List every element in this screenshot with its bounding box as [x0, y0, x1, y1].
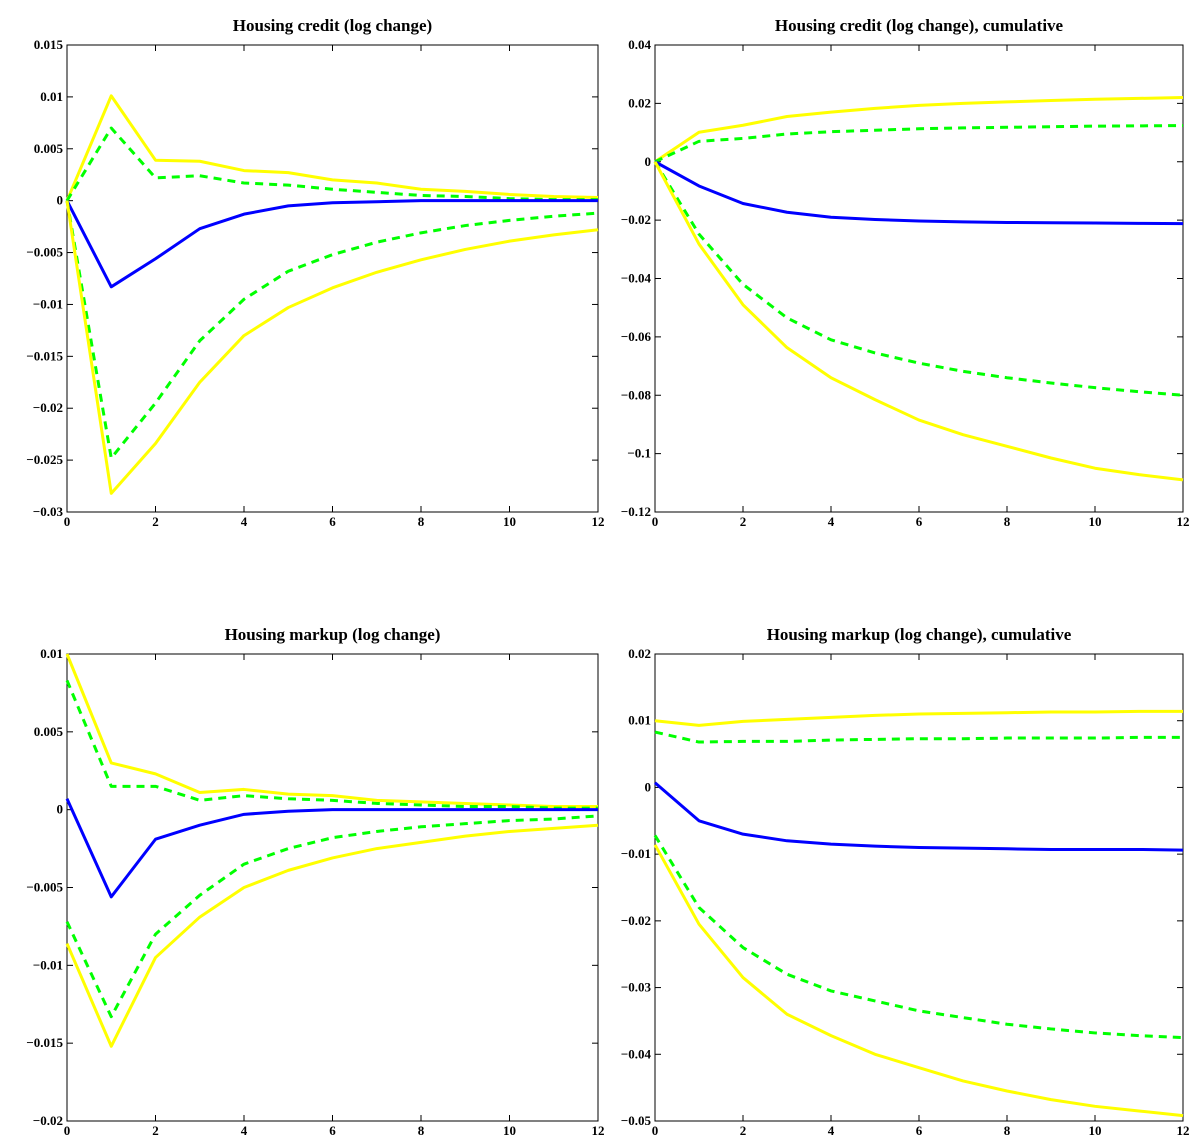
x-tick-label: 2: [152, 1123, 159, 1138]
x-tick-label: 4: [828, 1123, 835, 1138]
series-line-2: [65, 679, 598, 810]
y-tick-label: −0.005: [26, 245, 63, 260]
series-line-5: [653, 844, 1184, 1118]
x-tick-label: 6: [916, 1123, 923, 1138]
x-tick-label: 2: [152, 514, 159, 529]
x-tick-label: 10: [1089, 1123, 1102, 1138]
series-line-4: [653, 834, 1184, 1040]
y-tick-label: −0.025: [26, 452, 63, 467]
y-tick-label: −0.06: [621, 329, 652, 344]
plot-area: [654, 44, 1184, 513]
y-tick-label: −0.005: [26, 880, 63, 895]
y-tick-label: 0.015: [34, 37, 64, 52]
series-line-3: [654, 160, 1184, 226]
y-tick-label: −0.04: [621, 271, 652, 286]
x-tick-label: 8: [1004, 1123, 1011, 1138]
y-tick-label: 0: [57, 193, 64, 208]
y-tick-label: −0.12: [621, 504, 651, 519]
y-tick-label: 0.04: [628, 37, 651, 52]
subplot-2: Housing credit (log change), cumulative 0…: [621, 16, 1190, 529]
series-line-3: [65, 798, 598, 899]
plot-area: [654, 653, 1184, 1122]
x-tick-label: 4: [828, 514, 835, 529]
series-line-1: [65, 653, 598, 809]
subplot-3: Housing markup (log change) 0 2 4 6 8 10 12 −0.0…: [26, 625, 604, 1138]
y-tick-label: 0.02: [628, 646, 651, 661]
plot-area: [66, 653, 599, 1122]
chart-title: Housing credit (log change), cumulative: [775, 16, 1064, 35]
y-tick-label: 0.01: [40, 646, 63, 661]
series-line-2: [65, 126, 598, 202]
y-tick-label: 0: [645, 779, 652, 794]
y-tick-label: −0.01: [621, 846, 651, 861]
series-line-3: [65, 199, 598, 289]
series-line-2: [654, 124, 1184, 164]
series-line-1: [654, 96, 1184, 163]
x-tick-label: 6: [329, 1123, 336, 1138]
y-tick-label: 0.005: [34, 141, 64, 156]
series-line-2: [654, 730, 1183, 744]
x-tick-label: 12: [592, 514, 605, 529]
x-tick-label: 0: [64, 514, 71, 529]
x-tick-label: 10: [503, 514, 516, 529]
x-tick-label: 10: [503, 1123, 516, 1138]
y-tick-label: −0.04: [621, 1046, 652, 1061]
x-tick-label: 0: [652, 1123, 659, 1138]
x-tick-label: 12: [592, 1123, 605, 1138]
x-tick-label: 12: [1177, 1123, 1190, 1138]
x-tick-label: 6: [916, 514, 923, 529]
y-tick-label: −0.03: [621, 980, 652, 995]
y-tick-label: −0.05: [621, 1113, 652, 1128]
subplot-1: Housing credit (log change) 0 2 4 6 8 10 12 −0.0…: [26, 16, 604, 529]
y-tick-label: −0.1: [627, 446, 651, 461]
y-tick-label: −0.02: [621, 913, 651, 928]
y-tick-label: 0.01: [628, 713, 651, 728]
subplot-4: Housing markup (log change), cumulative 0…: [621, 625, 1190, 1138]
x-tick-label: 4: [241, 1123, 248, 1138]
x-tick-label: 12: [1177, 514, 1190, 529]
x-tick-label: 10: [1089, 514, 1102, 529]
y-tick-label: −0.01: [33, 296, 63, 311]
x-tick-label: 8: [1004, 514, 1011, 529]
series-line-4: [65, 814, 599, 1019]
y-tick-label: −0.015: [26, 348, 63, 363]
y-tick-label: −0.02: [33, 400, 63, 415]
x-tick-label: 0: [64, 1123, 71, 1138]
series-line-4: [653, 160, 1184, 397]
x-tick-label: 8: [418, 514, 425, 529]
x-tick-label: 0: [652, 514, 659, 529]
series-line-5: [65, 823, 599, 1048]
y-tick-label: −0.01: [33, 957, 63, 972]
y-tick-label: 0: [57, 802, 64, 817]
series-line-5: [653, 161, 1184, 482]
chart-title: Housing credit (log change): [233, 16, 432, 35]
chart-title: Housing markup (log change): [225, 625, 441, 644]
series-line-1: [65, 94, 599, 202]
plot-area: [66, 44, 599, 513]
y-tick-label: −0.02: [621, 212, 651, 227]
y-tick-label: −0.08: [621, 387, 652, 402]
y-tick-label: −0.015: [26, 1035, 63, 1050]
y-tick-label: 0: [645, 154, 652, 169]
x-tick-label: 8: [418, 1123, 425, 1138]
series-line-4: [65, 200, 599, 460]
y-tick-label: −0.02: [33, 1113, 63, 1128]
x-tick-label: 2: [740, 514, 747, 529]
x-tick-label: 4: [241, 514, 248, 529]
series-line-3: [654, 781, 1184, 852]
y-tick-label: 0.01: [40, 89, 63, 104]
y-tick-label: 0.005: [34, 724, 64, 739]
x-tick-label: 6: [329, 514, 336, 529]
y-tick-label: −0.03: [33, 504, 64, 519]
series-line-5: [65, 200, 599, 495]
y-tick-label: 0.02: [628, 95, 651, 110]
x-tick-label: 2: [740, 1123, 747, 1138]
chart-title: Housing markup (log change), cumulative: [767, 625, 1072, 644]
series-line-1: [654, 709, 1183, 727]
